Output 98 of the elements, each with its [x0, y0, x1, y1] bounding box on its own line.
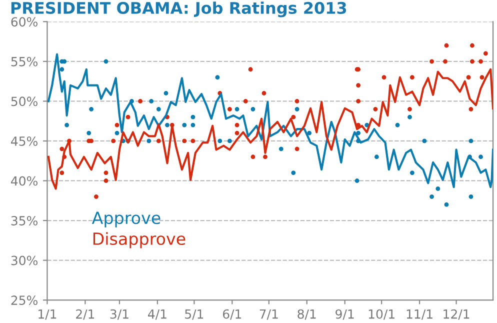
point — [215, 75, 220, 80]
point — [114, 122, 120, 128]
point — [468, 106, 474, 112]
point — [374, 154, 379, 160]
point — [278, 146, 284, 152]
point — [234, 130, 240, 136]
point — [190, 122, 196, 128]
point — [468, 194, 474, 199]
x-tick-label: 9/1 — [336, 309, 354, 320]
x-tick-label: 4/1 — [148, 309, 166, 320]
point — [104, 178, 108, 183]
point — [262, 91, 266, 96]
point — [410, 75, 414, 80]
point — [483, 51, 488, 56]
point — [436, 186, 440, 191]
x-tick-label: 6/1 — [222, 309, 242, 320]
point — [422, 138, 427, 144]
y-tick-label: 35% — [11, 216, 38, 226]
chart-title: PRESIDENT OBAMA: Job Ratings 2013 — [11, 2, 346, 18]
point — [408, 114, 412, 120]
point — [250, 154, 256, 160]
point — [263, 154, 268, 160]
point — [291, 114, 296, 120]
point — [182, 122, 187, 128]
y-tick-label: 60% — [11, 17, 38, 27]
point — [94, 194, 98, 199]
point — [307, 130, 312, 136]
point — [165, 122, 170, 128]
text: Disapprove — [93, 232, 186, 248]
point — [182, 138, 187, 144]
point — [104, 170, 108, 175]
x-tick-label: 2/1 — [76, 309, 94, 320]
point — [228, 106, 232, 112]
point — [480, 75, 484, 80]
point — [234, 122, 240, 128]
point — [382, 75, 386, 80]
point — [291, 170, 296, 175]
point — [111, 138, 116, 144]
point — [104, 59, 108, 64]
x-tick-label: 11/1 — [406, 309, 432, 320]
x-tick-label: 12/1 — [444, 309, 470, 320]
point — [190, 114, 196, 120]
point — [164, 91, 168, 96]
y-tick-label: 50% — [11, 96, 38, 106]
point — [243, 98, 248, 104]
point — [89, 106, 94, 112]
point — [250, 106, 256, 112]
point — [156, 138, 161, 144]
point — [114, 130, 120, 136]
point — [64, 122, 70, 128]
x-tick-label: 3/1 — [110, 309, 128, 320]
point — [294, 106, 300, 112]
text: Approve — [92, 212, 160, 228]
point — [430, 194, 434, 199]
point — [408, 106, 412, 112]
point — [234, 106, 240, 112]
point — [478, 154, 483, 160]
point — [443, 59, 448, 64]
point — [466, 75, 471, 80]
point — [470, 43, 474, 48]
point — [468, 138, 474, 144]
point — [356, 83, 360, 88]
x-tick-label: 1/1 — [38, 309, 56, 320]
x-tick-label: 10/1 — [368, 309, 394, 320]
point — [146, 138, 152, 144]
point — [60, 67, 64, 72]
point — [60, 146, 64, 152]
point — [430, 59, 434, 64]
point — [444, 43, 449, 48]
point — [356, 98, 360, 104]
point — [478, 59, 483, 64]
point — [149, 98, 154, 104]
point — [86, 130, 92, 136]
point — [228, 138, 232, 144]
point — [156, 106, 161, 112]
point — [126, 114, 130, 120]
point — [356, 130, 360, 136]
point — [60, 170, 64, 175]
point — [444, 202, 449, 207]
x-tick-label: 7/1 — [260, 309, 278, 320]
y-tick-label: 30% — [11, 256, 38, 266]
point — [410, 170, 414, 175]
y-tick-label: 40% — [11, 176, 38, 186]
x-tick-label: 5/1 — [185, 309, 204, 320]
point — [373, 106, 378, 112]
point — [248, 67, 253, 72]
y-tick-label: 45% — [11, 136, 38, 146]
x-tick-label: 8/1 — [298, 309, 316, 320]
point — [138, 98, 142, 104]
point — [354, 178, 360, 183]
y-tick-label: 25% — [11, 296, 38, 305]
y-tick-label: 55% — [11, 56, 38, 66]
point — [395, 122, 400, 128]
point — [470, 59, 474, 64]
point — [218, 138, 222, 144]
point — [294, 146, 300, 152]
point — [190, 138, 196, 144]
point — [294, 98, 300, 104]
